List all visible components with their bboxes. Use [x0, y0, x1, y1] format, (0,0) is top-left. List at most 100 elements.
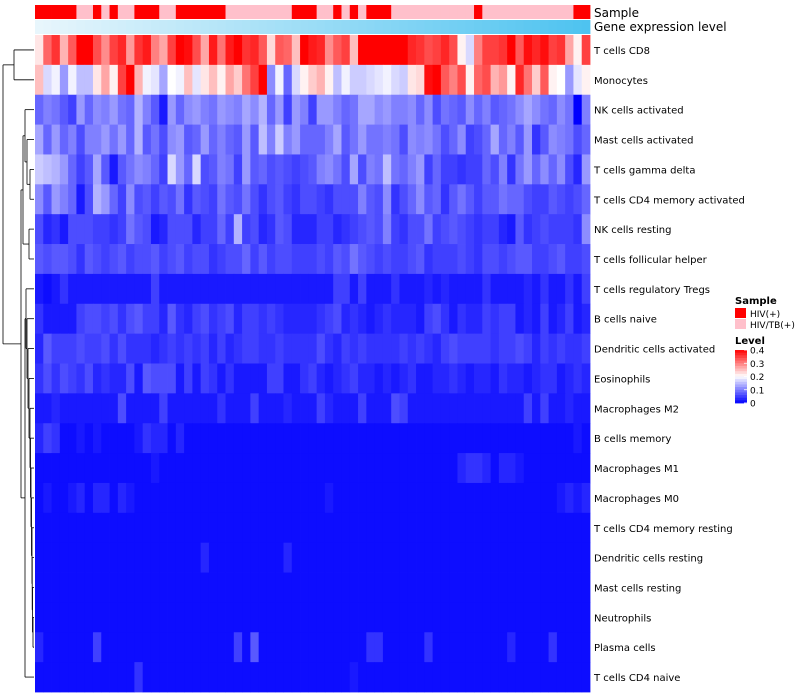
- heatmap-cell: [142, 64, 152, 96]
- heatmap-cell: [258, 64, 268, 96]
- heatmap-cell: [109, 393, 119, 424]
- heatmap-cell: [159, 214, 168, 245]
- heatmap-cell: [556, 303, 566, 335]
- heatmap-cell: [291, 602, 301, 633]
- heatmap-cell: [374, 333, 384, 364]
- legend-gradient-step: [735, 384, 747, 388]
- heatmap-cell: [84, 94, 94, 125]
- heatmap-cell: [366, 542, 376, 573]
- heatmap-cell: [416, 662, 425, 693]
- heatmap-cell: [43, 662, 52, 693]
- heatmap-cell: [507, 94, 516, 125]
- heatmap-cell: [416, 453, 425, 484]
- heatmap-cell: [150, 482, 160, 514]
- heatmap-cell: [333, 184, 342, 215]
- heatmap-cell: [184, 602, 193, 633]
- heatmap-cell: [399, 512, 409, 544]
- heatmap-cell: [341, 35, 351, 66]
- heatmap-cell: [192, 154, 202, 185]
- heatmap-cell: [242, 542, 251, 573]
- heatmap-cell: [225, 64, 235, 96]
- heatmap-cell: [341, 124, 351, 155]
- heatmap-cell: [391, 542, 400, 573]
- heatmap-cell: [275, 512, 284, 544]
- heatmap-cell: [300, 542, 309, 573]
- heatmap-cell: [109, 184, 119, 215]
- heatmap-cell: [134, 512, 144, 544]
- heatmap-cell: [391, 94, 400, 125]
- heatmap-cell: [515, 482, 525, 514]
- heatmap-cell: [482, 512, 491, 544]
- heatmap-cell: [457, 602, 467, 633]
- heatmap-cell: [242, 512, 251, 544]
- heatmap-cell: [399, 602, 409, 633]
- heatmap-cell: [440, 333, 450, 364]
- heatmap-cell: [556, 572, 566, 603]
- heatmap-cell: [358, 602, 367, 633]
- heatmap-cell: [217, 303, 226, 335]
- heatmap-cell: [258, 214, 268, 245]
- heatmap-cell: [308, 393, 318, 424]
- heatmap-cell: [374, 273, 384, 305]
- heatmap-cell: [84, 482, 94, 514]
- sample-annotation-cell: [59, 5, 69, 19]
- heatmap-cell: [515, 632, 525, 663]
- heatmap-cell: [573, 393, 583, 424]
- heatmap-cell: [349, 393, 359, 424]
- heatmap-cell: [324, 602, 334, 633]
- heatmap-cell: [192, 512, 202, 544]
- heatmap-cell: [573, 363, 583, 394]
- heatmap-cell: [391, 214, 400, 245]
- heatmap-cell: [184, 333, 193, 364]
- sample-annotation-cell: [208, 5, 218, 19]
- heatmap-cell: [407, 363, 417, 394]
- heatmap-cell: [300, 333, 309, 364]
- heatmap-cell: [101, 184, 110, 215]
- heatmap-cell: [498, 333, 508, 364]
- heatmap-cell: [142, 542, 152, 573]
- heatmap-cell: [349, 572, 359, 603]
- heatmap-cell: [449, 273, 458, 305]
- heatmap-cell: [150, 333, 160, 364]
- legend-gradient-step: [735, 363, 747, 367]
- heatmap-cell: [515, 273, 525, 305]
- heatmap-cell: [175, 333, 185, 364]
- heatmap-cell: [432, 214, 442, 245]
- expression-annotation-cell: [184, 20, 193, 34]
- heatmap-cell: [134, 363, 144, 394]
- heatmap-cell: [150, 214, 160, 245]
- heatmap-cell: [35, 423, 44, 454]
- heatmap-cell: [316, 64, 326, 96]
- heatmap-cell: [416, 303, 425, 335]
- heatmap-cell: [548, 602, 558, 633]
- legend-gradient-step: [735, 395, 747, 399]
- heatmap-cell: [225, 244, 235, 275]
- heatmap-cell: [109, 154, 119, 185]
- legend-gradient-step: [735, 379, 747, 383]
- expression-annotation-cell: [523, 20, 533, 34]
- heatmap-cell: [192, 244, 202, 275]
- expression-annotation-cell: [490, 20, 500, 34]
- legend-label-hiv: HIV(+): [750, 310, 780, 320]
- heatmap-cell: [341, 632, 351, 663]
- heatmap-cell: [208, 542, 218, 573]
- heatmap-cell: [242, 333, 251, 364]
- heatmap-cell: [225, 154, 235, 185]
- heatmap-cell: [59, 512, 69, 544]
- heatmap-cell: [266, 632, 276, 663]
- heatmap-cell: [556, 512, 566, 544]
- heatmap-cell: [449, 154, 458, 185]
- heatmap-cell: [532, 244, 541, 275]
- row-label: B cells memory: [594, 434, 671, 445]
- heatmap-cell: [457, 94, 467, 125]
- heatmap-cell: [523, 393, 533, 424]
- heatmap-cell: [540, 602, 549, 633]
- heatmap-cell: [416, 632, 425, 663]
- heatmap-cell: [581, 184, 591, 215]
- heatmap-cell: [126, 542, 135, 573]
- expression-annotation-cell: [192, 20, 202, 34]
- heatmap-cell: [507, 662, 516, 693]
- heatmap-cell: [565, 602, 574, 633]
- heatmap-cell: [275, 184, 284, 215]
- heatmap-cell: [134, 393, 144, 424]
